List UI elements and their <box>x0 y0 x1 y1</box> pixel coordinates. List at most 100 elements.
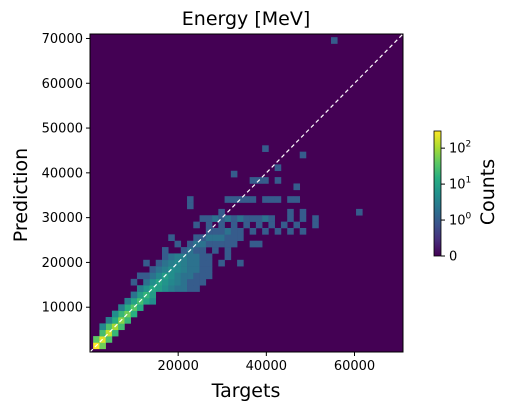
plot-area <box>89 33 404 353</box>
heatmap-bin <box>293 196 301 203</box>
heatmap-bin <box>136 272 144 280</box>
colorbar-tick-label: 101 <box>449 176 471 193</box>
heatmap-bin <box>193 240 200 248</box>
heatmap-bin <box>230 221 238 229</box>
heatmap-bin <box>274 227 282 235</box>
heatmap-bin <box>118 323 125 331</box>
heatmap-bin <box>205 266 213 273</box>
colorbar-tick-label: 0 <box>449 250 457 265</box>
heatmap-bin <box>105 317 113 324</box>
heatmap-bin <box>218 234 225 241</box>
heatmap-bin <box>199 240 207 248</box>
heatmap-bin <box>230 170 238 178</box>
heatmap-bin <box>255 240 263 248</box>
heatmap-bin <box>143 272 150 280</box>
heatmap-bin <box>255 215 263 222</box>
heatmap-bin <box>180 278 188 286</box>
heatmap-bin <box>199 266 207 273</box>
heatmap-bin <box>249 177 257 184</box>
heatmap-bin <box>224 215 232 222</box>
heatmap-bin <box>212 240 219 248</box>
x-axis-label: Targets <box>211 380 281 402</box>
heatmap-bin <box>105 329 113 337</box>
heatmap-bin <box>262 215 269 222</box>
heatmap-bin <box>180 259 188 267</box>
heatmap-bin <box>105 323 113 331</box>
heatmap-bin <box>168 285 175 292</box>
heatmap-bin <box>255 221 263 229</box>
heatmap-bin <box>218 221 225 229</box>
heatmap-bin <box>155 285 163 292</box>
heatmap-bin <box>149 285 157 292</box>
heatmap-bin <box>174 285 182 292</box>
heatmap-bin <box>168 272 175 280</box>
x-axis: 20000 40000 60000 <box>157 352 375 374</box>
heatmap-bin <box>356 208 363 216</box>
heatmap-bin <box>243 196 250 203</box>
heatmap-bin <box>111 317 119 324</box>
heatmap-bin <box>224 240 232 248</box>
heatmap-bin <box>268 215 275 222</box>
heatmap-bin <box>268 196 275 203</box>
heatmap-bin <box>130 304 138 311</box>
heatmap-bin <box>199 215 207 222</box>
heatmap-bin <box>136 285 144 292</box>
heatmap-bin <box>168 266 175 273</box>
heatmap-bin <box>287 196 294 203</box>
y-tick-label: 40000 <box>42 166 83 181</box>
heatmap-bin <box>124 317 131 324</box>
heatmap-bin <box>149 291 157 299</box>
heatmap-bin <box>187 202 194 210</box>
heatmap-bin <box>187 196 194 203</box>
heatmap-bin <box>274 164 282 172</box>
heatmap-bin <box>268 221 275 229</box>
heatmap-bin <box>199 253 207 261</box>
heatmap-bin <box>193 285 200 292</box>
heatmap-bin <box>161 247 169 254</box>
heatmap-bin <box>262 145 269 152</box>
heatmap-bin <box>161 266 169 273</box>
heatmap-bin <box>193 234 200 241</box>
heatmap-bin <box>174 278 182 286</box>
y-axis: 10000 20000 30000 40000 50000 60000 70000 <box>42 32 90 316</box>
heatmap-bin <box>299 227 307 235</box>
heatmap-bin <box>193 259 200 267</box>
heatmap-bin <box>212 215 219 222</box>
heatmap-bin <box>124 310 131 318</box>
colorbar-tick-label: 100 <box>449 212 472 229</box>
heatmap-bin <box>124 297 131 305</box>
heatmap-bin <box>287 208 294 216</box>
heatmap-bin <box>168 259 175 267</box>
heatmap-bin <box>237 227 244 235</box>
heatmap-bin <box>293 183 301 191</box>
heatmap-bin <box>193 247 200 254</box>
heatmap-bin <box>143 285 150 292</box>
heatmap-bin <box>99 329 106 337</box>
heatmap-bin <box>93 336 100 343</box>
heatmap-bin <box>187 266 194 273</box>
heatmap-bin <box>143 297 150 305</box>
heatmap-bin <box>205 272 213 280</box>
heatmap-bin <box>287 215 294 222</box>
heatmap-bin <box>99 323 106 331</box>
y-tick-label: 60000 <box>42 77 83 92</box>
heatmap-bin <box>262 227 269 235</box>
heatmap-bin <box>136 304 144 311</box>
heatmap-bin <box>149 278 157 286</box>
heatmap-bin <box>280 221 288 229</box>
heatmap-bin <box>230 240 238 248</box>
heatmap-bin <box>193 272 200 280</box>
heatmap-bin <box>224 196 232 203</box>
heatmap-bin <box>99 342 106 350</box>
heatmap-bin <box>180 272 188 280</box>
heatmap-bin <box>199 247 207 254</box>
heatmap-bin <box>212 227 219 235</box>
heatmap-bin <box>149 266 157 273</box>
heatmap-bin <box>187 253 194 261</box>
heatmap-bin <box>130 291 138 299</box>
colorbar: 0 100 101 102 Counts <box>433 130 499 265</box>
heatmap-bin <box>274 177 282 184</box>
heatmap-bin <box>199 234 207 241</box>
heatmap-bin <box>118 310 125 318</box>
x-tick-label: 60000 <box>334 359 375 374</box>
